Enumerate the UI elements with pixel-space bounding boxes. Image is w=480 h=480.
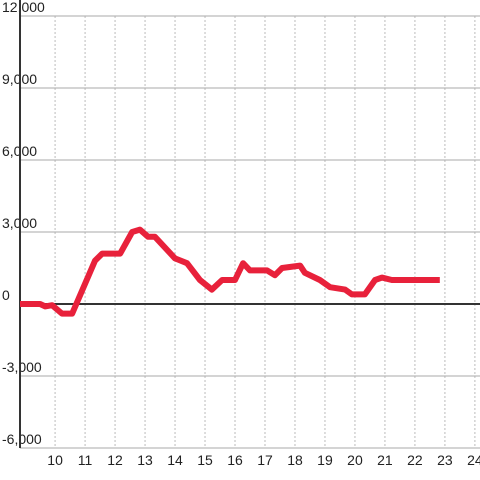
x-tick-label: 20 [347, 452, 363, 468]
x-tick-label: 10 [47, 452, 63, 468]
y-tick-label: -3,000 [2, 359, 42, 375]
data-line [20, 226, 440, 317]
x-tick-label: 13 [137, 452, 153, 468]
x-tick-label: 21 [377, 452, 393, 468]
x-tick-label: 24 [467, 452, 480, 468]
y-tick-label: -6,000 [2, 431, 42, 447]
x-tick-label: 15 [197, 452, 213, 468]
x-tick-label: 14 [167, 452, 183, 468]
x-tick-label: 16 [227, 452, 243, 468]
y-tick-label: 0 [2, 287, 10, 303]
y-tick-label: 12,000 [2, 0, 45, 15]
x-tick-label: 22 [407, 452, 423, 468]
x-tick-label: 11 [78, 452, 93, 468]
x-tick-label: 17 [257, 452, 273, 468]
x-tick-label: 19 [317, 452, 333, 468]
x-tick-label: 12 [107, 452, 123, 468]
x-tick-label: 18 [287, 452, 303, 468]
x-tick-label: 23 [437, 452, 453, 468]
